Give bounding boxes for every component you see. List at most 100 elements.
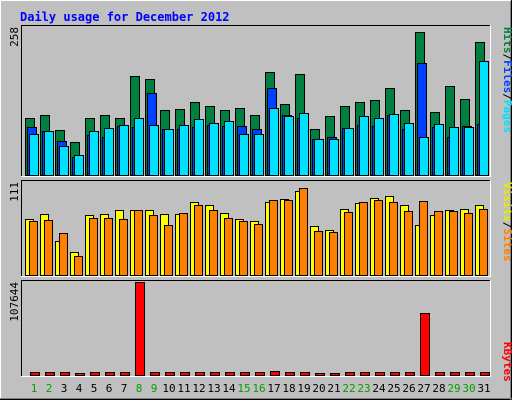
bar-pages-day-22 (344, 128, 354, 176)
bar-kbytes-day-19 (300, 372, 310, 376)
bar-pages-day-8 (134, 118, 144, 176)
chart-marks (25, 32, 490, 376)
bar-pages-day-7 (119, 125, 129, 176)
bar-pages-day-28 (434, 124, 444, 176)
ymax-label-visits: 111 (8, 182, 21, 202)
bar-sites-day-26 (404, 211, 413, 276)
legend-kbytes: KBytes (501, 342, 512, 382)
bar-pages-day-11 (179, 125, 189, 176)
bar-kbytes-day-3 (60, 372, 70, 376)
bar-sites-day-6 (104, 218, 113, 276)
bar-kbytes-day-11 (180, 372, 190, 376)
bar-kbytes-day-1 (30, 372, 40, 376)
bar-sites-day-13 (209, 210, 218, 276)
bar-kbytes-day-13 (210, 372, 220, 376)
x-tick-label-day-23: 23 (357, 382, 370, 395)
chart-title: Daily usage for December 2012 (20, 10, 230, 24)
legend-files: Files (501, 60, 512, 93)
bar-kbytes-day-10 (165, 372, 175, 376)
x-tick-label-day-22: 22 (342, 382, 355, 395)
bar-kbytes-day-12 (195, 372, 205, 376)
x-tick-label-day-27: 27 (417, 382, 430, 395)
x-tick-label-day-21: 21 (327, 382, 340, 395)
bar-pages-day-6 (104, 128, 114, 176)
bar-pages-day-26 (404, 123, 414, 176)
bar-pages-day-13 (209, 123, 219, 176)
bar-pages-day-30 (464, 127, 474, 176)
bar-sites-day-9 (149, 215, 158, 276)
bar-sites-day-10 (164, 225, 173, 276)
x-axis-labels: 1 2 3 4 5 6 7 8 9 10 11 12 13 14 15 16 17 18 19 20 21 22 23 24 2… (31, 382, 491, 395)
legend-hits-files-pages: Hits/Files/Pages (501, 27, 512, 133)
ymax-label-hits: 258 (8, 27, 21, 47)
legend-pages: Pages (501, 100, 512, 133)
bar-sites-day-22 (344, 212, 353, 276)
bar-sites-day-7 (119, 219, 128, 276)
bar-pages-day-12 (194, 119, 204, 176)
bar-pages-day-5 (89, 131, 99, 176)
bar-sites-day-30 (464, 213, 473, 276)
bar-sites-day-24 (374, 200, 383, 276)
bar-pages-day-20 (314, 139, 324, 176)
bar-sites-day-15 (239, 221, 248, 276)
x-tick-label-day-25: 25 (387, 382, 400, 395)
x-tick-label-day-10: 10 (162, 382, 175, 395)
bar-sites-day-12 (194, 205, 203, 276)
panel-kbytes (21, 280, 491, 377)
x-tick-label-day-13: 13 (207, 382, 220, 395)
legend-hits: Hits (501, 27, 512, 54)
bar-pages-day-15 (239, 134, 249, 176)
bar-kbytes-day-27 (420, 313, 430, 376)
bar-kbytes-day-23 (360, 372, 370, 376)
bar-kbytes-day-22 (345, 372, 355, 376)
legend-sep-1: / (501, 54, 512, 61)
bar-kbytes-day-18 (285, 372, 295, 376)
bar-kbytes-day-20 (315, 373, 325, 376)
bar-pages-day-25 (389, 114, 399, 176)
x-tick-label-day-7: 7 (121, 382, 128, 395)
bar-sites-day-8 (134, 210, 143, 276)
bar-sites-day-1 (29, 221, 38, 276)
bar-sites-day-25 (389, 202, 398, 276)
bar-pages-day-1 (29, 134, 39, 176)
legend-sites: Sites (501, 228, 512, 261)
bar-sites-day-21 (329, 232, 338, 276)
legend-visits: Visits (501, 182, 512, 222)
x-tick-label-day-19: 19 (297, 382, 310, 395)
bar-sites-day-29 (449, 211, 458, 276)
x-tick-label-day-11: 11 (177, 382, 190, 395)
bar-pages-day-4 (74, 155, 84, 176)
x-tick-label-day-8: 8 (136, 382, 143, 395)
x-tick-label-day-12: 12 (192, 382, 205, 395)
bar-pages-day-27 (419, 137, 429, 176)
bar-pages-day-29 (449, 127, 459, 176)
bar-sites-day-31 (479, 209, 488, 276)
bar-pages-day-17 (269, 108, 279, 176)
bar-sites-day-27 (419, 201, 428, 276)
bar-sites-day-5 (89, 218, 98, 276)
x-tick-label-day-20: 20 (312, 382, 325, 395)
bar-sites-day-14 (224, 218, 233, 276)
bar-kbytes-day-8 (135, 282, 145, 376)
bar-sites-day-17 (269, 200, 278, 276)
bar-kbytes-day-4 (75, 373, 85, 376)
x-tick-label-day-24: 24 (372, 382, 386, 395)
legend-sep-2: / (501, 93, 512, 100)
bar-kbytes-day-21 (330, 373, 340, 376)
ymax-label-kbytes: 107644 (8, 282, 21, 322)
bar-pages-day-19 (299, 113, 309, 176)
x-tick-label-day-31: 31 (477, 382, 490, 395)
x-tick-label-day-17: 17 (267, 382, 280, 395)
bar-kbytes-day-31 (480, 372, 490, 376)
bar-pages-day-10 (164, 129, 174, 176)
legend-visits-sites: Visits/Sites (501, 182, 512, 262)
bar-pages-day-9 (149, 125, 159, 176)
bar-kbytes-day-24 (375, 372, 385, 376)
bar-kbytes-day-14 (225, 372, 235, 376)
bar-sites-day-28 (434, 211, 443, 276)
legend-sep-3: / (501, 222, 512, 229)
bar-sites-day-23 (359, 202, 368, 276)
bar-pages-day-14 (224, 121, 234, 176)
bar-kbytes-day-5 (90, 372, 100, 376)
